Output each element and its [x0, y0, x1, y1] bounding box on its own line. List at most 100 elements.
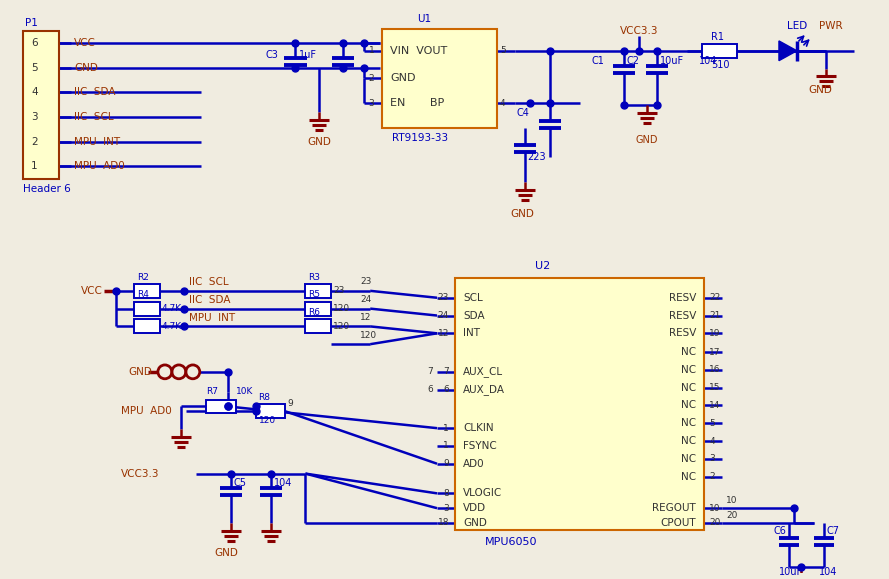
- Text: 104: 104: [274, 478, 292, 489]
- Text: 104: 104: [700, 56, 717, 65]
- Text: IIC  SCL: IIC SCL: [74, 112, 114, 122]
- Text: 20: 20: [709, 519, 721, 527]
- Text: R1: R1: [711, 32, 725, 42]
- Text: R8: R8: [259, 393, 270, 402]
- Text: GND: GND: [74, 63, 98, 72]
- Text: IIC  SDA: IIC SDA: [188, 295, 230, 305]
- Text: 10: 10: [726, 496, 738, 505]
- Text: 2: 2: [31, 137, 38, 146]
- Bar: [455, 278, 704, 530]
- Text: R5: R5: [308, 290, 320, 299]
- Text: GND: GND: [128, 367, 152, 377]
- Text: 10K: 10K: [236, 387, 253, 396]
- Text: PWR: PWR: [819, 21, 843, 31]
- Text: C2: C2: [627, 56, 639, 65]
- Text: 1: 1: [444, 441, 449, 450]
- Text: INT: INT: [463, 328, 480, 338]
- Text: 8: 8: [444, 489, 449, 498]
- Text: 7: 7: [444, 367, 449, 376]
- Text: RESV: RESV: [669, 328, 696, 338]
- Bar: [23, 31, 60, 179]
- Text: FSYNC: FSYNC: [463, 441, 497, 451]
- Text: 23: 23: [360, 277, 372, 287]
- Text: 6: 6: [444, 385, 449, 394]
- Text: 104: 104: [819, 567, 837, 577]
- Text: C7: C7: [827, 526, 840, 536]
- Text: 21: 21: [709, 311, 721, 320]
- Bar: [306, 302, 332, 316]
- Text: 120: 120: [360, 331, 378, 340]
- Text: 9: 9: [287, 399, 293, 408]
- Text: 2: 2: [369, 74, 374, 83]
- Text: U1: U1: [417, 14, 431, 24]
- Text: VLOGIC: VLOGIC: [463, 488, 502, 499]
- Text: C6: C6: [774, 526, 787, 536]
- Polygon shape: [779, 41, 797, 61]
- Text: C3: C3: [266, 50, 278, 60]
- Text: 3: 3: [31, 112, 38, 122]
- Text: NC: NC: [681, 365, 696, 375]
- Text: 12: 12: [437, 329, 449, 338]
- Text: MPU  INT: MPU INT: [188, 313, 235, 323]
- Text: 223: 223: [528, 152, 547, 163]
- Text: 1: 1: [444, 424, 449, 433]
- Text: 4: 4: [709, 437, 715, 445]
- Text: 2: 2: [709, 472, 715, 481]
- Text: 15: 15: [709, 383, 721, 392]
- Text: SDA: SDA: [463, 310, 485, 321]
- Text: 510: 510: [711, 60, 730, 69]
- Text: 4.7K: 4.7K: [162, 322, 182, 331]
- Bar: [134, 320, 160, 334]
- Text: MPU  AD0: MPU AD0: [74, 162, 125, 171]
- Text: NC: NC: [681, 471, 696, 482]
- Text: Header 6: Header 6: [23, 184, 71, 194]
- Text: CLKIN: CLKIN: [463, 423, 493, 433]
- Text: 18: 18: [437, 519, 449, 527]
- Text: 16: 16: [709, 365, 721, 375]
- Text: 10uF: 10uF: [661, 56, 685, 65]
- Text: 5: 5: [500, 46, 506, 55]
- Text: NC: NC: [681, 418, 696, 428]
- Text: 6: 6: [428, 385, 433, 394]
- Text: 4: 4: [31, 87, 38, 97]
- Text: MPU  INT: MPU INT: [74, 137, 120, 146]
- Bar: [382, 29, 497, 128]
- Text: NC: NC: [681, 454, 696, 464]
- Text: IIC  SDA: IIC SDA: [74, 87, 116, 97]
- Text: VCC3.3: VCC3.3: [620, 26, 658, 36]
- Bar: [134, 302, 160, 316]
- Text: 120: 120: [259, 416, 276, 425]
- Text: IIC  SCL: IIC SCL: [188, 277, 228, 287]
- Text: 9: 9: [444, 459, 449, 468]
- Text: GND: GND: [809, 85, 833, 96]
- Text: P1: P1: [25, 18, 38, 28]
- Text: SCL: SCL: [463, 293, 483, 303]
- Text: VIN  VOUT: VIN VOUT: [390, 46, 447, 56]
- Text: 5: 5: [709, 419, 715, 428]
- Text: 120: 120: [333, 322, 350, 331]
- Text: C4: C4: [517, 108, 530, 118]
- Text: RESV: RESV: [669, 293, 696, 303]
- Text: GND: GND: [390, 74, 416, 83]
- Text: U2: U2: [534, 261, 550, 271]
- Text: GND: GND: [215, 548, 238, 558]
- Bar: [306, 320, 332, 334]
- Text: GND: GND: [463, 518, 487, 528]
- Text: AD0: AD0: [463, 459, 485, 469]
- Text: GND: GND: [308, 137, 332, 146]
- Text: 14: 14: [709, 401, 721, 410]
- Text: RESV: RESV: [669, 310, 696, 321]
- Text: R7: R7: [205, 387, 218, 396]
- Text: 10uF: 10uF: [779, 567, 803, 577]
- Text: C1: C1: [591, 56, 605, 65]
- Text: 7: 7: [428, 367, 433, 376]
- Text: 23: 23: [333, 287, 345, 295]
- Text: 4.7K: 4.7K: [162, 304, 182, 313]
- Text: REGOUT: REGOUT: [653, 503, 696, 513]
- Text: R3: R3: [308, 273, 320, 281]
- Text: GND: GND: [511, 209, 534, 219]
- Text: R4: R4: [137, 290, 148, 299]
- Text: VCC: VCC: [74, 38, 96, 48]
- Text: 3: 3: [709, 455, 715, 463]
- Text: 17: 17: [709, 347, 721, 357]
